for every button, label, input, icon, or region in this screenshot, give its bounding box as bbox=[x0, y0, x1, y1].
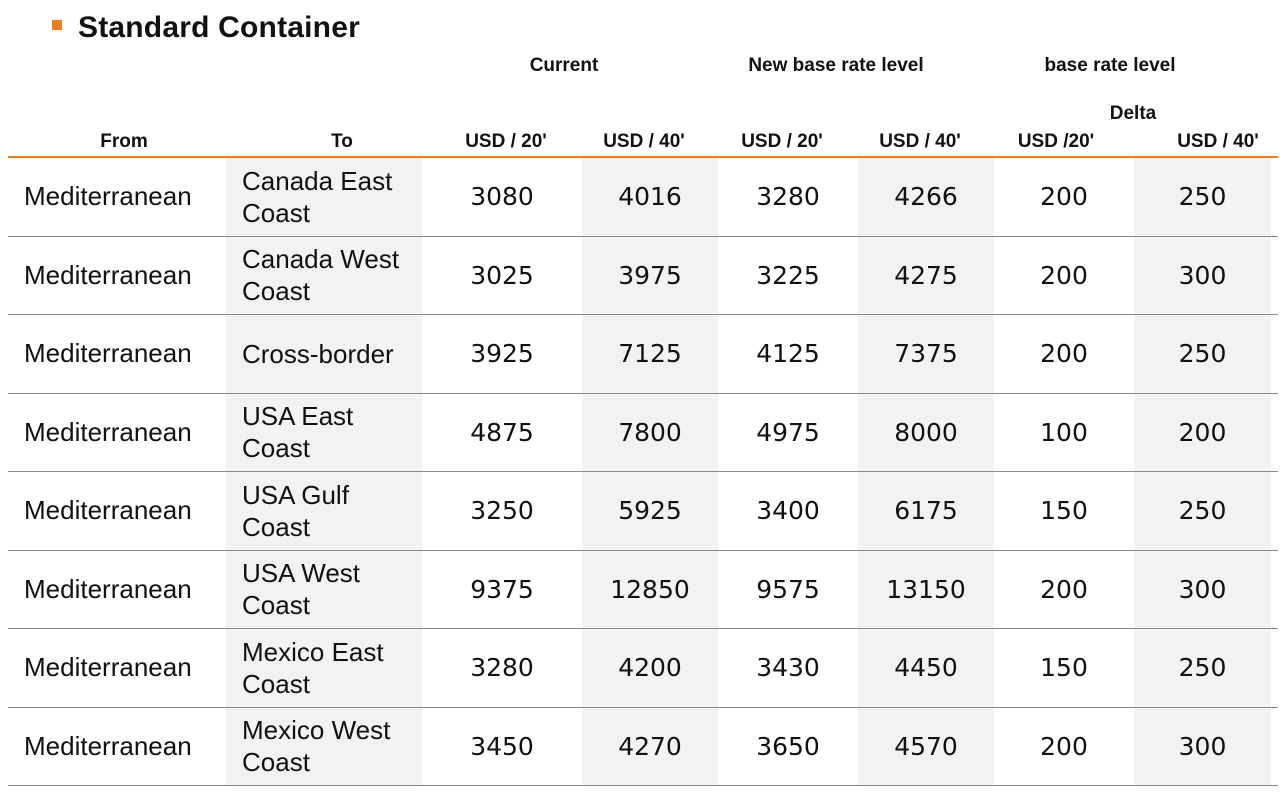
cell-new-20: 4975 bbox=[756, 417, 820, 447]
cell-delta-40: 250 bbox=[1134, 315, 1271, 393]
table-row: Mediterranean Mexico West Coast 3450 427… bbox=[8, 707, 1278, 786]
cell-current-40: 4016 bbox=[582, 158, 718, 236]
cell-from: Mediterranean bbox=[24, 259, 192, 290]
cell-delta-20: 200 bbox=[1040, 574, 1088, 604]
header-current-usd-40: USD / 40' bbox=[603, 131, 685, 152]
cell-new-20: 3650 bbox=[756, 731, 820, 761]
cell-current-20: 3450 bbox=[470, 731, 534, 761]
cell-from: Mediterranean bbox=[24, 573, 192, 604]
header-current: Current bbox=[529, 55, 599, 76]
cell-delta-20: 150 bbox=[1040, 496, 1088, 526]
cell-new-40: 4450 bbox=[858, 629, 994, 707]
cell-new-20: 3280 bbox=[756, 182, 820, 212]
cell-new-40: 4266 bbox=[858, 158, 994, 236]
rate-table: Mediterranean Canada East Coast 3080 401… bbox=[8, 156, 1278, 786]
cell-delta-40: 250 bbox=[1134, 472, 1271, 550]
header-to: To bbox=[331, 131, 353, 152]
table-row: Mediterranean USA East Coast 4875 7800 4… bbox=[8, 393, 1278, 472]
cell-delta-40: 250 bbox=[1134, 158, 1271, 236]
cell-new-40: 6175 bbox=[858, 472, 994, 550]
cell-from: Mediterranean bbox=[24, 338, 192, 369]
table-row: Mediterranean Canada East Coast 3080 401… bbox=[8, 158, 1278, 237]
cell-current-40: 7125 bbox=[582, 315, 718, 393]
cell-new-20: 4125 bbox=[756, 339, 820, 369]
cell-to: Cross-border bbox=[226, 315, 422, 393]
cell-new-40: 4275 bbox=[858, 236, 994, 314]
table-row: Mediterranean Cross-border 3925 7125 412… bbox=[8, 315, 1278, 394]
cell-to: USA West Coast bbox=[226, 550, 422, 628]
cell-current-20: 9375 bbox=[470, 574, 534, 604]
cell-to: Canada East Coast bbox=[226, 158, 422, 236]
cell-to: USA East Coast bbox=[226, 393, 422, 471]
cell-current-20: 3080 bbox=[470, 182, 534, 212]
cell-current-20: 3280 bbox=[470, 653, 534, 683]
header-new-base-rate: New base rate level bbox=[748, 55, 924, 76]
cell-delta-40: 300 bbox=[1134, 707, 1271, 785]
cell-current-40: 3975 bbox=[582, 236, 718, 314]
cell-new-20: 3430 bbox=[756, 653, 820, 683]
cell-delta-40: 300 bbox=[1134, 236, 1271, 314]
cell-current-20: 4875 bbox=[470, 417, 534, 447]
cell-new-20: 3400 bbox=[756, 496, 820, 526]
cell-current-20: 3025 bbox=[470, 260, 534, 290]
table-row: Mediterranean Mexico East Coast 3280 420… bbox=[8, 629, 1278, 708]
cell-from: Mediterranean bbox=[24, 416, 192, 447]
title-bullet-icon bbox=[52, 20, 62, 30]
cell-new-20: 9575 bbox=[756, 574, 820, 604]
header-from: From bbox=[100, 131, 148, 152]
header-delta: Delta bbox=[1109, 103, 1157, 124]
header-new-usd-40: USD / 40' bbox=[879, 131, 961, 152]
cell-new-40: 8000 bbox=[858, 393, 994, 471]
cell-current-20: 3925 bbox=[470, 339, 534, 369]
header-delta-usd-20: USD /20' bbox=[1017, 131, 1095, 152]
cell-to: Canada West Coast bbox=[226, 236, 422, 314]
table-row: Mediterranean USA Gulf Coast 3250 5925 3… bbox=[8, 472, 1278, 551]
cell-from: Mediterranean bbox=[24, 730, 192, 761]
cell-delta-20: 200 bbox=[1040, 182, 1088, 212]
header-base-rate-level: base rate level bbox=[1044, 55, 1176, 76]
cell-delta-40: 200 bbox=[1134, 393, 1271, 471]
cell-new-40: 7375 bbox=[858, 315, 994, 393]
cell-to: USA Gulf Coast bbox=[226, 472, 422, 550]
cell-new-40: 4570 bbox=[858, 707, 994, 785]
cell-from: Mediterranean bbox=[24, 652, 192, 683]
cell-to: Mexico West Coast bbox=[226, 707, 422, 785]
cell-current-40: 12850 bbox=[582, 550, 718, 628]
cell-to: Mexico East Coast bbox=[226, 629, 422, 707]
page-title-wrap: Standard Container bbox=[52, 8, 360, 48]
header-new-usd-20: USD / 20' bbox=[741, 131, 823, 152]
header-delta-usd-40: USD / 40' bbox=[1177, 131, 1259, 152]
cell-from: Mediterranean bbox=[24, 495, 192, 526]
cell-delta-40: 300 bbox=[1134, 550, 1271, 628]
cell-current-40: 5925 bbox=[582, 472, 718, 550]
cell-current-40: 4200 bbox=[582, 629, 718, 707]
cell-delta-20: 200 bbox=[1040, 731, 1088, 761]
cell-delta-20: 150 bbox=[1040, 653, 1088, 683]
cell-new-40: 13150 bbox=[858, 550, 994, 628]
cell-current-40: 7800 bbox=[582, 393, 718, 471]
cell-new-20: 3225 bbox=[756, 260, 820, 290]
header-current-usd-20: USD / 20' bbox=[465, 131, 547, 152]
cell-current-20: 3250 bbox=[470, 496, 534, 526]
cell-from: Mediterranean bbox=[24, 181, 192, 212]
cell-current-40: 4270 bbox=[582, 707, 718, 785]
cell-delta-20: 100 bbox=[1040, 417, 1088, 447]
cell-delta-20: 200 bbox=[1040, 260, 1088, 290]
table-row: Mediterranean Canada West Coast 3025 397… bbox=[8, 236, 1278, 315]
table-row: Mediterranean USA West Coast 9375 12850 … bbox=[8, 550, 1278, 629]
page-title: Standard Container bbox=[78, 11, 360, 44]
cell-delta-20: 200 bbox=[1040, 339, 1088, 369]
cell-delta-40: 250 bbox=[1134, 629, 1271, 707]
